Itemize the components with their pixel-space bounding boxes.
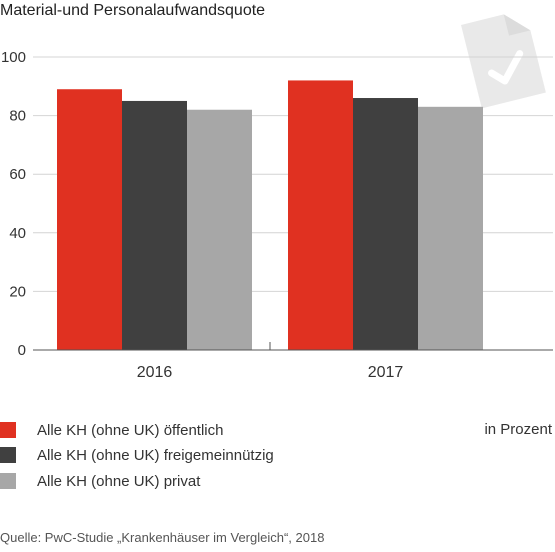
legend-swatch-freigemeinnuetzig [0, 447, 16, 463]
legend-label-freigemeinnuetzig: Alle KH (ohne UK) freigemeinnützig [37, 446, 274, 464]
chart-title: Material-und Personalaufwandsquote [0, 2, 266, 19]
y-tick-label: 20 [9, 283, 26, 300]
legend-swatch-privat [0, 473, 16, 489]
y-tick-label: 80 [9, 108, 26, 125]
unit-note: in Prozent [484, 421, 552, 438]
y-tick-label: 0 [18, 342, 26, 359]
bar-2016-1 [57, 89, 122, 350]
legend-item-freigemeinnuetzig: Alle KH (ohne UK) freigemeinnützig [0, 445, 274, 465]
y-tick-label: 40 [9, 225, 26, 242]
bar-2016-3 [187, 109, 252, 351]
y-tick-label: 100 [1, 49, 26, 66]
source-note: Quelle: PwC-Studie „Krankenhäuser im Ver… [0, 530, 325, 545]
bar-2016-2 [122, 100, 187, 350]
y-tick-label: 60 [9, 166, 26, 183]
document-check-icon [461, 14, 546, 109]
legend-label-oeffentlich: Alle KH (ohne UK) öffentlich [37, 421, 224, 439]
legend-label-privat: Alle KH (ohne UK) privat [37, 472, 201, 490]
legend-swatch-oeffentlich [0, 422, 16, 438]
bar-chart: 0 20 40 60 80 100 2016 2017 [1, 49, 553, 381]
bar-2017-1 [288, 80, 353, 350]
legend-item-oeffentlich: Alle KH (ohne UK) öffentlich [0, 420, 223, 440]
x-tick-label-2017: 2017 [368, 364, 404, 381]
legend-item-privat: Alle KH (ohne UK) privat [0, 471, 200, 491]
bar-2017-3 [418, 106, 483, 350]
x-tick-label-2016: 2016 [137, 364, 173, 381]
bar-2017-2 [353, 98, 418, 351]
